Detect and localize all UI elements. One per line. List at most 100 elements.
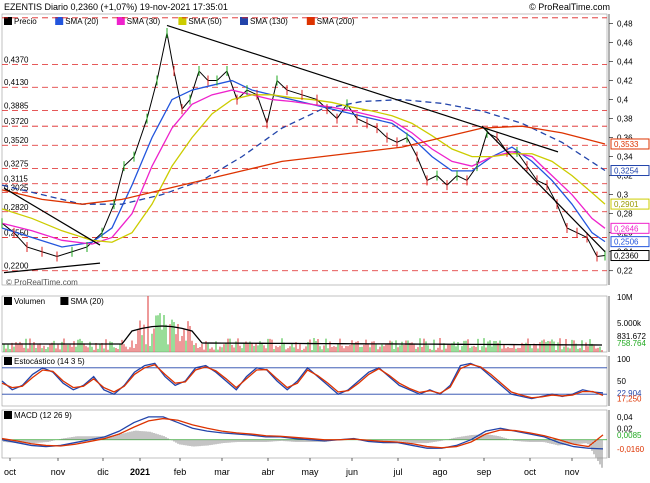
brand-label: © ProRealTime.com	[529, 2, 610, 12]
y-tick-label: 0,46	[617, 39, 633, 48]
value-badge-label: 0,2901	[614, 200, 639, 209]
y-tick-label: 10M	[617, 293, 633, 302]
value-badge-box	[610, 236, 650, 248]
y-tick-label: 0,3	[617, 191, 629, 200]
y-tick-label: 0,38	[617, 115, 633, 124]
legend-label: Volumen	[14, 297, 45, 306]
x-tick-label: ago	[432, 467, 447, 477]
legend-swatch	[4, 357, 12, 365]
stochastic-line	[1, 362, 604, 400]
level-label: 0,3275	[4, 160, 29, 169]
level-label: 0,2820	[4, 203, 29, 212]
x-tick-label: oct	[4, 467, 17, 477]
x-tick-label: mar	[214, 467, 230, 477]
level-label: 0,2200	[4, 262, 29, 271]
x-tick-label: abr	[261, 467, 274, 477]
value-badge: 0,3533	[610, 138, 650, 150]
series-line	[1, 79, 606, 248]
x-tick-label: jul	[392, 467, 402, 477]
series-line	[1, 89, 606, 245]
legend-item: SMA (200)	[306, 17, 355, 26]
trendline	[3, 187, 101, 246]
legend-label: MACD (12 26 9)	[14, 411, 72, 420]
y-tick-label: 0,0085	[617, 431, 642, 440]
legend-label: Estocástico (14 3 5)	[14, 357, 85, 366]
value-badge-label: 0,2360	[614, 252, 639, 261]
value-badge: 0,2360	[610, 250, 650, 262]
chart-title: EZENTIS Diario 0,2360 (+1,07%) 19-nov-20…	[4, 2, 228, 12]
volume-sma-line	[2, 325, 603, 346]
y-tick-label: 0,34	[617, 153, 633, 162]
y-tick-label: 0,48	[617, 20, 633, 29]
x-tick-label: nov	[51, 467, 66, 477]
legend-label: Precio	[14, 17, 37, 26]
y-tick-label: 0,44	[617, 58, 633, 67]
series-line	[1, 125, 606, 205]
value-badge-label: 0,3254	[614, 167, 639, 176]
y-tick-label: 5.000k	[617, 319, 642, 328]
y-tick-label: 50	[617, 377, 626, 386]
x-tick-label: jun	[345, 467, 358, 477]
level-label: 0,4370	[4, 55, 29, 64]
x-tick-label: feb	[174, 467, 187, 477]
legend-item: SMA (30)	[116, 17, 161, 26]
level-label: 0,3520	[4, 136, 29, 145]
y-tick-label: 22,904	[617, 389, 642, 398]
y-tick-label: 0,4	[617, 96, 629, 105]
value-badge-box	[610, 138, 650, 150]
level-label: 0,3115	[4, 175, 28, 184]
value-badge-label: 0,3533	[614, 140, 639, 149]
legend-label: SMA (200)	[317, 17, 355, 26]
value-badge-box	[610, 250, 650, 262]
panel-frame	[1, 295, 608, 353]
legend-swatch	[4, 297, 12, 305]
series-line	[1, 98, 606, 205]
y-tick-label: 100	[617, 355, 631, 364]
level-label: 0,4130	[4, 78, 29, 87]
x-tick-label: 2021	[130, 467, 150, 477]
y-tick-label: 0,04	[617, 413, 633, 422]
y-tick-label: 0,02	[617, 424, 633, 433]
y-tick-label: 831.672	[617, 332, 646, 341]
level-label: 0,3885	[4, 102, 29, 111]
watermark: © ProRealTime.com	[6, 278, 78, 287]
volume-bars	[3, 296, 603, 352]
x-tick-label: nov	[565, 467, 580, 477]
legend-swatch	[55, 17, 64, 25]
legend-swatch	[306, 17, 315, 25]
legend-item: Volumen	[4, 297, 45, 306]
legend-label: SMA (20)	[65, 17, 99, 26]
value-badge: 0,3254	[610, 165, 650, 177]
trendline	[481, 125, 606, 253]
y-tick-label: 0,42	[617, 77, 633, 86]
legend-item: SMA (130)	[240, 17, 288, 26]
x-tick-label: sep	[477, 467, 492, 477]
value-badge: 0,2646	[610, 222, 650, 234]
legend-item: MACD (12 26 9)	[4, 411, 72, 420]
x-tick-label: may	[301, 467, 319, 477]
value-badge-label: 0,2506	[614, 238, 639, 247]
legend-label: SMA (20)	[70, 297, 104, 306]
macd-line	[1, 416, 604, 450]
x-tick-label: dic	[97, 467, 109, 477]
legend-label: SMA (30)	[127, 17, 161, 26]
legend-swatch	[4, 411, 12, 419]
value-badge: 0,2506	[610, 236, 650, 248]
legend-swatch	[178, 17, 187, 25]
y-tick-label: 0,22	[617, 267, 633, 276]
y-tick-label: 17,250	[617, 394, 642, 403]
y-tick-label: 758.764	[617, 339, 646, 348]
legend-label: SMA (50)	[188, 17, 222, 26]
legend-swatch	[240, 17, 248, 25]
legend-item: Precio	[4, 17, 37, 26]
legend-item: SMA (50)	[178, 17, 222, 26]
legend-swatch	[116, 17, 125, 25]
value-badge-label: 0,2646	[614, 224, 639, 233]
legend-label: SMA (130)	[250, 17, 288, 26]
value-badge: 0,2901	[610, 198, 650, 210]
value-badge-box	[610, 165, 650, 177]
y-tick-label: 0,32	[617, 172, 633, 181]
y-tick-label: -0,0160	[617, 445, 645, 454]
